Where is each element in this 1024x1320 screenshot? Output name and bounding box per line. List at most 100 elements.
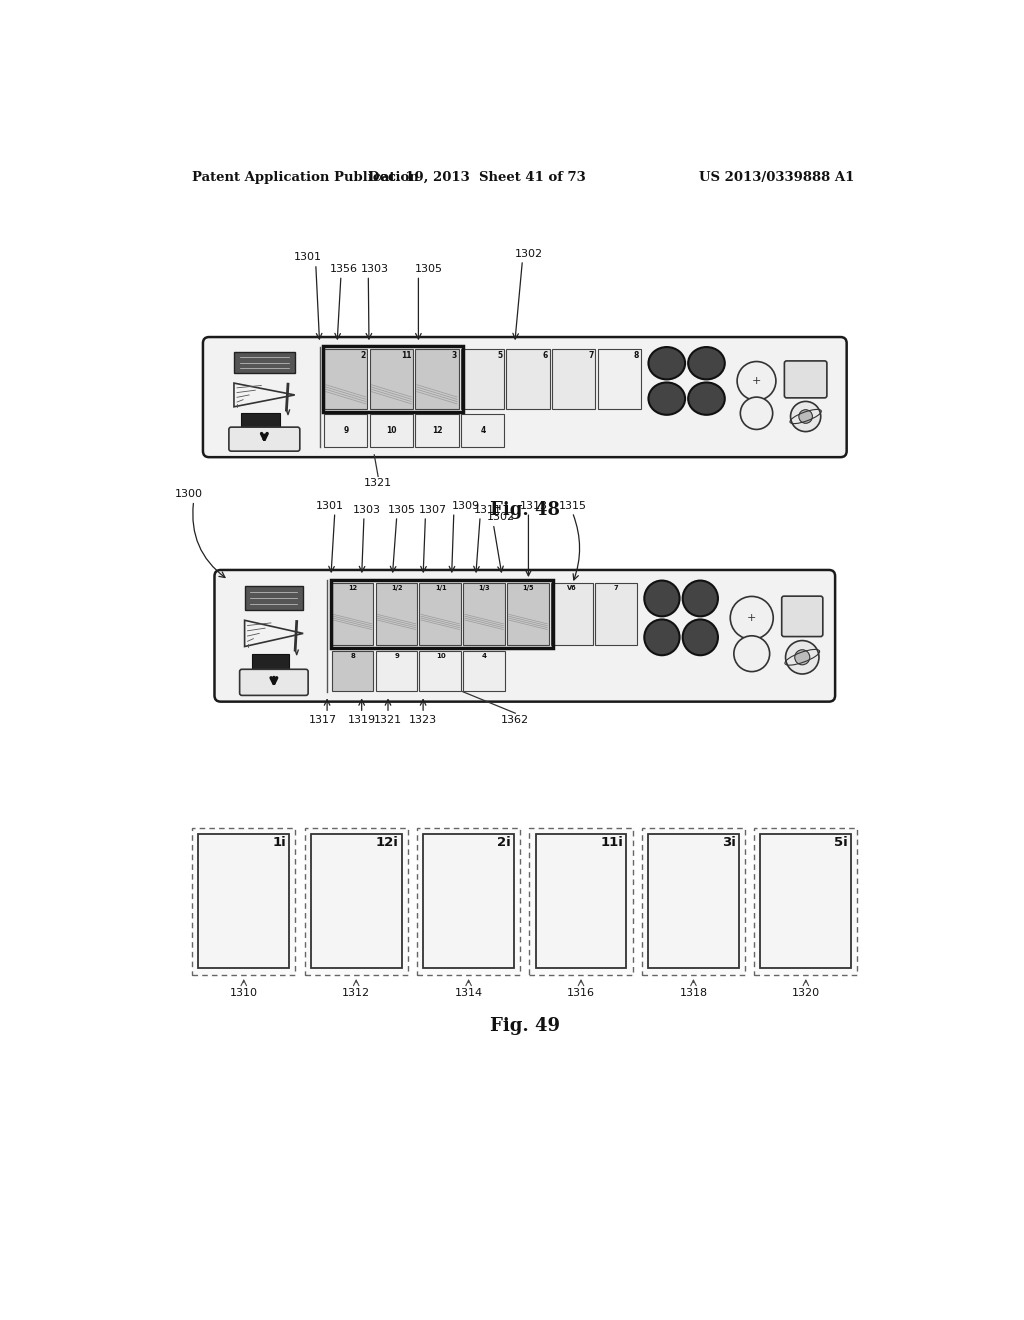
Bar	[376, 651, 417, 692]
Bar	[325, 350, 368, 409]
Bar	[536, 834, 627, 969]
Bar	[310, 834, 401, 969]
Bar	[507, 350, 550, 409]
Bar	[193, 829, 295, 974]
Text: 4: 4	[480, 426, 485, 436]
Text: 1305: 1305	[415, 264, 442, 275]
Bar	[233, 352, 295, 374]
Bar	[331, 579, 553, 648]
Text: 1362: 1362	[501, 714, 529, 725]
Text: 6: 6	[543, 351, 548, 360]
Text: 9: 9	[344, 426, 349, 436]
Text: 4: 4	[482, 653, 487, 659]
Text: 1305: 1305	[388, 504, 416, 515]
Bar	[376, 583, 417, 644]
Ellipse shape	[648, 347, 685, 379]
Circle shape	[740, 397, 773, 429]
Text: Fig. 49: Fig. 49	[489, 1016, 560, 1035]
Text: 1312: 1312	[342, 989, 371, 998]
Text: 11: 11	[401, 351, 412, 360]
Text: 1/5: 1/5	[522, 585, 535, 591]
Bar	[761, 834, 851, 969]
Bar	[464, 651, 505, 692]
Text: 1311: 1311	[473, 504, 502, 515]
Ellipse shape	[688, 347, 725, 379]
Text: 1315: 1315	[559, 500, 587, 511]
FancyBboxPatch shape	[784, 360, 827, 397]
Text: 1321: 1321	[365, 478, 392, 488]
Circle shape	[730, 597, 773, 639]
Text: 2i: 2i	[498, 836, 511, 849]
Bar	[245, 586, 303, 610]
Bar	[529, 829, 633, 974]
Circle shape	[795, 649, 810, 665]
Bar	[417, 829, 520, 974]
Text: 2: 2	[360, 351, 366, 360]
Text: 12: 12	[432, 426, 442, 436]
Text: 1321: 1321	[374, 714, 402, 725]
Ellipse shape	[688, 383, 725, 414]
Ellipse shape	[644, 581, 680, 616]
Bar	[755, 829, 857, 974]
Ellipse shape	[648, 383, 685, 414]
Ellipse shape	[683, 581, 718, 616]
Text: 12: 12	[348, 585, 357, 591]
Ellipse shape	[644, 619, 680, 655]
Text: 10: 10	[436, 653, 445, 659]
Bar	[642, 829, 745, 974]
Bar	[551, 583, 593, 644]
Text: 3i: 3i	[722, 836, 736, 849]
FancyBboxPatch shape	[214, 570, 836, 702]
FancyBboxPatch shape	[240, 669, 308, 696]
Text: 8: 8	[634, 351, 639, 360]
Bar	[416, 414, 459, 447]
Text: 1/1: 1/1	[435, 585, 446, 591]
Text: 11i: 11i	[600, 836, 624, 849]
Bar	[420, 583, 461, 644]
Text: 1302: 1302	[486, 512, 515, 523]
Text: 12i: 12i	[376, 836, 398, 849]
Text: 1310: 1310	[229, 989, 258, 998]
Bar	[199, 834, 289, 969]
Text: 9: 9	[394, 653, 399, 659]
Text: 1302: 1302	[515, 248, 543, 259]
Bar	[416, 350, 459, 409]
Text: Patent Application Publication: Patent Application Publication	[193, 172, 419, 185]
Text: Fig. 48: Fig. 48	[489, 502, 560, 519]
Text: 1/3: 1/3	[479, 585, 490, 591]
Text: 1300: 1300	[174, 490, 203, 499]
Bar	[252, 653, 289, 669]
FancyBboxPatch shape	[229, 428, 300, 451]
Text: 7: 7	[589, 351, 594, 360]
Text: 8: 8	[350, 653, 355, 659]
Bar	[464, 583, 505, 644]
Bar	[304, 829, 408, 974]
Bar	[507, 583, 549, 644]
Text: 1317: 1317	[309, 714, 337, 725]
Circle shape	[737, 362, 776, 400]
Text: Dec. 19, 2013  Sheet 41 of 73: Dec. 19, 2013 Sheet 41 of 73	[369, 172, 586, 185]
Bar	[420, 651, 461, 692]
FancyBboxPatch shape	[203, 337, 847, 457]
Bar	[370, 414, 413, 447]
Bar	[370, 350, 413, 409]
Bar	[648, 834, 739, 969]
Text: 1303: 1303	[353, 504, 381, 515]
Text: 1307: 1307	[419, 504, 446, 515]
Text: 1309: 1309	[452, 500, 480, 511]
Text: 10: 10	[386, 426, 397, 436]
Ellipse shape	[683, 619, 718, 655]
Text: 1318: 1318	[679, 989, 708, 998]
Text: +: +	[748, 612, 757, 623]
Bar	[241, 413, 280, 428]
Text: 1i: 1i	[272, 836, 286, 849]
Bar	[595, 583, 637, 644]
Circle shape	[791, 401, 820, 432]
FancyBboxPatch shape	[781, 597, 823, 636]
Text: 1356: 1356	[330, 264, 357, 275]
Bar	[423, 834, 514, 969]
Text: 1316: 1316	[567, 989, 595, 998]
Bar	[461, 350, 504, 409]
Text: US 2013/0339888 A1: US 2013/0339888 A1	[699, 172, 854, 185]
Bar	[325, 414, 368, 447]
